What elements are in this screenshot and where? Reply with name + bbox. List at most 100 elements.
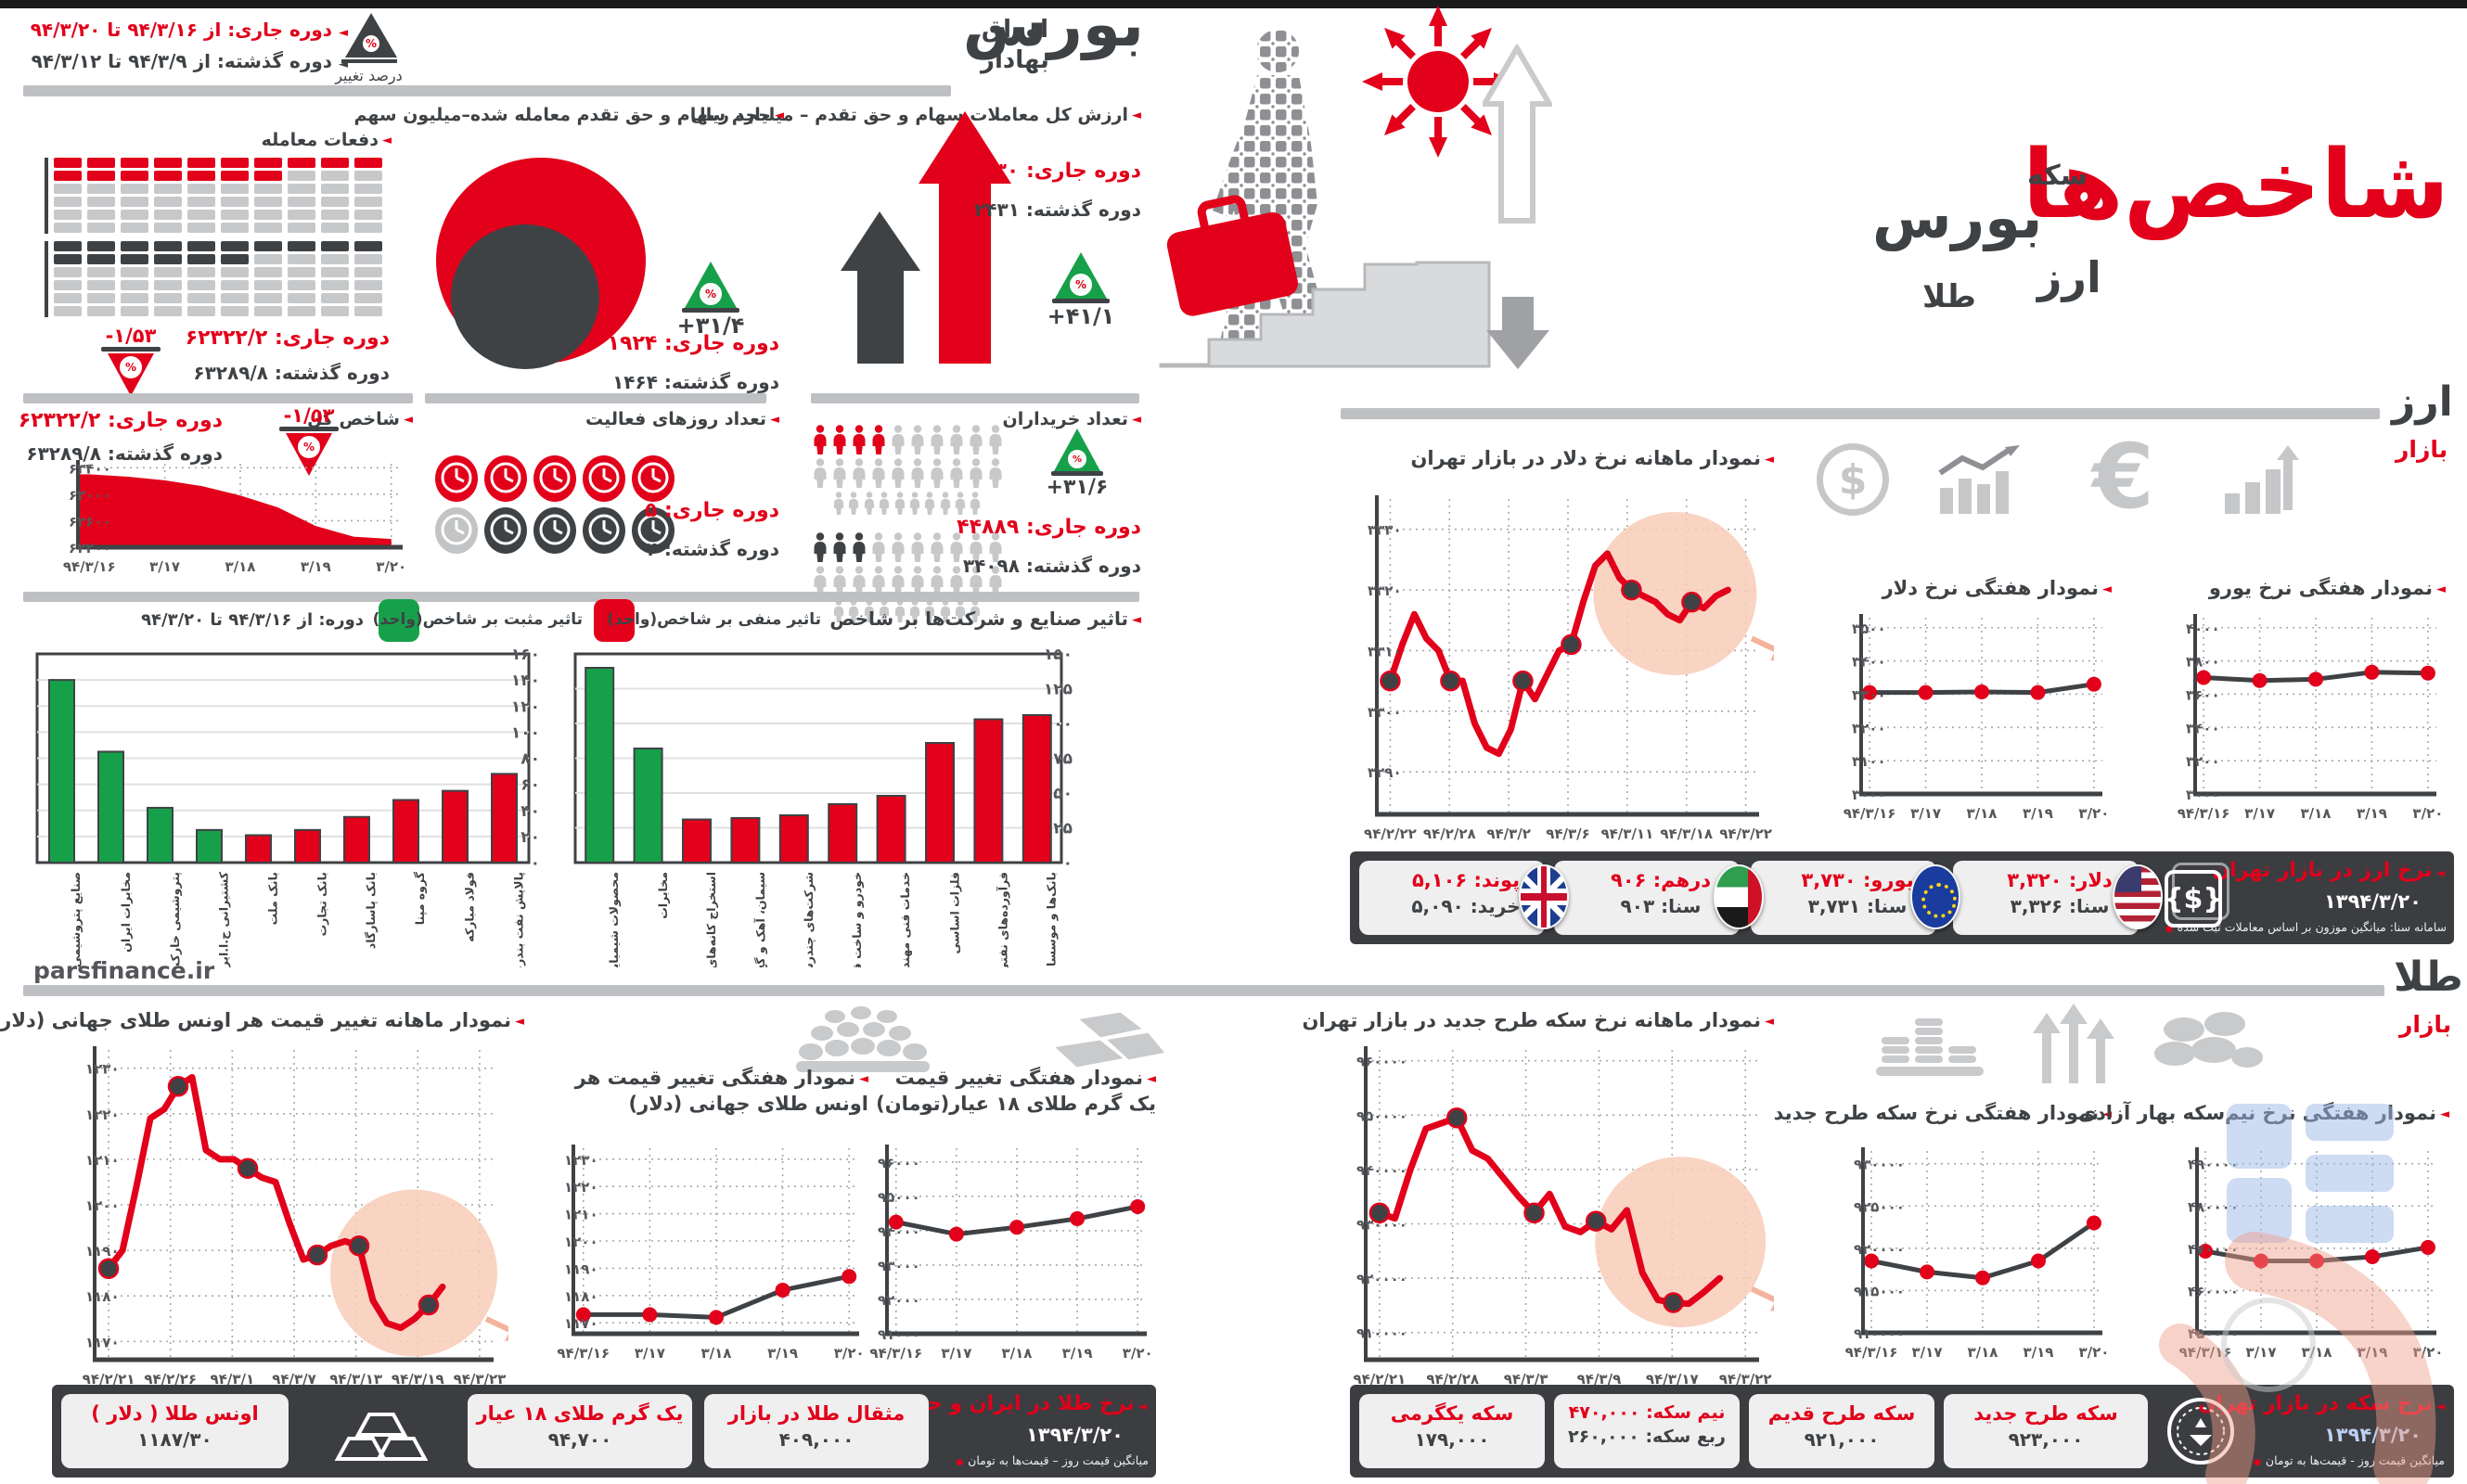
top-bar	[0, 0, 2467, 8]
bourse-title-rule	[23, 85, 951, 96]
bar-category-label: خودرو و ساخت قطعات	[850, 872, 865, 967]
legend-period-past: ◄ دوره گذشته: از ۹۴/۳/۹ تا ۹۴/۳/۱۲	[31, 50, 348, 72]
svg-text:۹۴/۳/۱۶: ۹۴/۳/۱۶	[557, 1345, 610, 1362]
svg-text:۳/۲۰: ۳/۲۰	[834, 1345, 865, 1362]
bar-category-label: بانک تجارت	[315, 872, 329, 937]
svg-text:۳/۱۸: ۳/۱۸	[1967, 805, 1998, 822]
svg-text:۳۴۰۰: ۳۴۰۰	[2186, 720, 2220, 736]
svg-text:۰: ۰	[531, 854, 540, 873]
svg-text:۴۰۰۰: ۴۰۰۰	[2186, 620, 2220, 637]
coin-strip: ◄نرخ سکه در بازار تهران ۱۳۹۴/۳/۲۰ میانگی…	[1350, 1385, 2454, 1478]
svg-text:۳۳۱۰: ۳۳۱۰	[1368, 643, 1402, 659]
stairs-graphic	[1159, 261, 1491, 368]
svg-text:۹۴/۲/۲۱: ۹۴/۲/۲۱	[1353, 1371, 1406, 1388]
impact-title: ◄تاثیر صنایع و شرکت‌ها بر شاخص	[829, 608, 1141, 630]
bar-category-label: شرکت‌های چندرشته‌ای	[801, 872, 816, 967]
svg-text:۹۵۰۰۰۰: ۹۵۰۰۰۰	[1356, 1107, 1407, 1124]
svg-text:۹۴/۳/۲۳: ۹۴/۳/۲۳	[454, 1371, 507, 1388]
svg-text:۹۴/۳/۱۷: ۹۴/۳/۱۷	[1646, 1371, 1699, 1388]
stat-index-current: دوره جاری: ۶۲۳۲۲/۲	[18, 409, 223, 432]
svg-text:۳/۱۹: ۳/۱۹	[767, 1345, 798, 1362]
bar-category-label: صنایع پتروشیمی خلیج‌فارس	[69, 872, 84, 967]
uk-flag-icon	[1519, 864, 1569, 929]
svg-text:۳/۲۰: ۳/۲۰	[2078, 805, 2109, 822]
svg-text:۹۵۰۰۰: ۹۵۰۰۰	[878, 1189, 920, 1206]
stat-trades-past: دوره گذشته: ۶۳۲۸۹/۸	[193, 362, 390, 384]
legend-negative-label: تاثیر منفی بر شاخص(واحد)	[607, 610, 821, 629]
currency-rule	[1341, 408, 2380, 419]
eur-weekly-title: ◄نمودار هفتگی نرخ یورو	[2208, 577, 2446, 599]
svg-text:۳۳۳۰: ۳۳۳۰	[1368, 522, 1402, 539]
gold-bars-icon	[1048, 1009, 1169, 1070]
svg-text:۴۸۰۰۰۰: ۴۸۰۰۰۰	[2188, 1198, 2239, 1215]
svg-text:۱۶۰: ۱۶۰	[511, 646, 540, 664]
gold-header-small: بازار	[2399, 1011, 2452, 1038]
dollar-circle-icon: $	[1817, 443, 1889, 516]
svg-text:۹۴/۳/۲۲: ۹۴/۳/۲۲	[1719, 1371, 1772, 1388]
svg-text:۳/۱۸: ۳/۱۸	[225, 558, 256, 575]
coins-amphitheater-icon	[796, 1006, 930, 1072]
svg-text:۳/۲۰: ۳/۲۰	[2412, 805, 2443, 822]
stat-volume-current: دوره جاری: ۱۹۲۴	[607, 332, 779, 355]
up-triangle-icon: %	[685, 262, 737, 308]
svg-text:۳/۱۷: ۳/۱۷	[635, 1345, 665, 1362]
gold-bars-strip-icon	[334, 1413, 429, 1461]
stat-buyers-label: ◄تعداد خریداران	[1002, 409, 1141, 429]
svg-text:۹۳۰۰۰: ۹۳۰۰۰	[878, 1258, 920, 1274]
svg-text:۱۱۸۰: ۱۱۸۰	[85, 1288, 120, 1305]
svg-text:۳/۱۷: ۳/۱۷	[149, 558, 180, 575]
coin-strip-title: ◄نرخ سکه در بازار تهران	[2198, 1392, 2445, 1415]
title-word-currency: ارز	[2037, 252, 2101, 302]
currency-card-aed: درهم: ۹۰۶ سنا: ۹۰۳	[1554, 861, 1740, 935]
stat-buyers-current: دوره جاری: ۴۴۸۸۹	[957, 516, 1141, 539]
gold-oz-weekly-title: ◄نمودار هفتگی تغییر قیمت هر اونس طلای جه…	[574, 1067, 868, 1116]
bar-category-label: بانک پاسارگاد	[364, 872, 379, 950]
gold-oz-weekly-chart: ۱۲۳۰ ۱۲۲۰ ۱۲۱۰ ۱۲۰۰ ۱۱۹۰ ۱۱۸۰ ۱۱۷۰ ۹۴/۳/۱۶ ۳/۱۷ ۳…	[510, 1137, 868, 1365]
divider	[425, 393, 766, 403]
currency-strip: ◄نرخ ارز در بازار تهران ۱۳۹۴/۳/۲۰ سامانه…	[1350, 851, 2454, 944]
svg-text:۹۶۰۰۰: ۹۶۰۰۰	[878, 1155, 920, 1171]
svg-text:۹۲۰۰۰۰: ۹۲۰۰۰۰	[1854, 1241, 1905, 1258]
coin-weekly-chart: ۹۳۰۰۰۰ ۹۲۵۰۰۰ ۹۲۰۰۰۰ ۹۱۵۰۰۰ ۹۱۰۰۰۰ ۹۴/۳/۱۶ ۳/۱…	[1791, 1140, 2112, 1364]
stat-trades-label: ◄دفعات معامله	[261, 130, 392, 150]
sun-arrows-icon	[1345, 0, 1531, 167]
divider	[811, 393, 1139, 403]
bar-category-label: فولاد مبارکه	[462, 872, 477, 942]
coins-pile-icon	[2154, 1012, 2263, 1068]
svg-text:۱۲۵: ۱۲۵	[1044, 681, 1073, 699]
bar-category-label: پتروشیمی خارک	[167, 872, 182, 966]
svg-text:۱۰۰: ۱۰۰	[511, 723, 540, 742]
bar-category-label: کشتیرانی ج.ا.ایران	[216, 872, 231, 967]
svg-text:۱۱۹۰: ۱۱۹۰	[564, 1260, 598, 1277]
usd-weekly-chart: ۳۵۰۰ ۳۴۰۰ ۳۳۰۰ ۳۲۰۰ ۳۱۰۰ ۳۰۰۰ ۹۴/۳/۱۶ ۳/۱۷ ۳/۱۸ ۳…	[1802, 605, 2112, 825]
svg-text:۹۴/۲/۲۲: ۹۴/۲/۲۲	[1364, 825, 1417, 842]
svg-text:۹۱۵۰۰۰: ۹۱۵۰۰۰	[1854, 1283, 1905, 1299]
svg-text:۶۲۶۰۰: ۶۲۶۰۰	[69, 513, 111, 530]
stat-value-past: دوره گذشته: ۲۴۳۱	[974, 198, 1141, 221]
stat-value-current: دوره جاری: ۳۴۳۰	[969, 160, 1141, 183]
arrows-up-icon	[2033, 1004, 2114, 1083]
coin-card-old: سکه طرح قدیم ۹۲۱,۰۰۰	[1749, 1394, 1934, 1468]
svg-text:۳/۱۸: ۳/۱۸	[701, 1345, 732, 1362]
svg-text:۹۴/۲/۲۸: ۹۴/۲/۲۸	[1423, 825, 1476, 842]
svg-text:۹۴/۳/۶: ۹۴/۳/۶	[1546, 825, 1590, 842]
svg-text:۳/۱۷: ۳/۱۷	[1912, 1344, 1943, 1361]
bar-category-label: گروه مپنا	[413, 872, 428, 926]
svg-text:۹۴/۳/۷: ۹۴/۳/۷	[272, 1371, 316, 1388]
uae-flag-icon	[1714, 864, 1764, 929]
svg-text:۳۳۰۰: ۳۳۰۰	[1368, 704, 1402, 721]
svg-text:۱۴۰: ۱۴۰	[511, 672, 540, 690]
svg-text:۳/۱۹: ۳/۱۹	[1062, 1345, 1093, 1362]
svg-text:۹۲۰۰۰: ۹۲۰۰۰	[878, 1292, 920, 1309]
coin-card-half-quarter: نیم سکه: ۴۷۰,۰۰۰ ربع سکه: ۲۶۰,۰۰۰	[1554, 1394, 1740, 1468]
title-word-gold: طلا	[1922, 278, 1976, 315]
svg-text:۳/۱۹: ۳/۱۹	[301, 558, 331, 575]
coin-monthly-chart: ۹۶۰۰۰۰ ۹۵۰۰۰۰ ۹۴۰۰۰۰ ۹۳۰۰۰۰ ۹۲۰۰۰۰ ۹۱۰۰۰۰ ۹۴/۲…	[1288, 1039, 1791, 1399]
coin-stacks-icon	[1876, 1018, 1984, 1076]
svg-text:۹۴/۳/۱۸: ۹۴/۳/۱۸	[1660, 825, 1713, 842]
svg-text:۹۴/۳/۱۹: ۹۴/۳/۱۹	[392, 1371, 444, 1388]
up-triangle-icon: %	[1055, 252, 1107, 299]
svg-text:۳/۲۰: ۳/۲۰	[1123, 1345, 1153, 1362]
svg-text:۹۶۰۰۰۰: ۹۶۰۰۰۰	[1356, 1054, 1407, 1070]
svg-text:۳۳۰۰: ۳۳۰۰	[1852, 686, 1886, 703]
